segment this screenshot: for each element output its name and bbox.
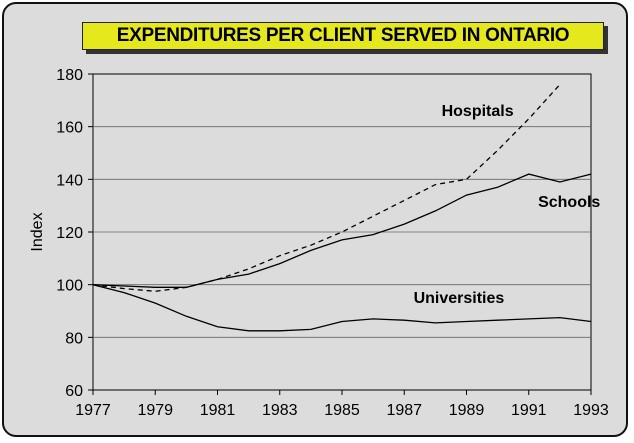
x-tick-label: 1993 (573, 402, 609, 419)
y-tick-label: 140 (56, 172, 83, 189)
series-line-universities (92, 284, 592, 332)
x-tick-label: 1987 (386, 402, 422, 419)
y-tick-label: 160 (56, 120, 83, 137)
series-label-schools: Schools (538, 194, 600, 211)
x-tick-label: 1985 (324, 402, 360, 419)
y-tick-labels: 60 80 100 120 140 160 180 (56, 67, 93, 400)
series-label-hospitals: Hospitals (442, 103, 514, 120)
x-tick-label: 1983 (262, 402, 298, 419)
y-tick-label: 180 (56, 67, 83, 84)
x-tick-label: 1981 (200, 402, 236, 419)
y-axis-label: Index (29, 212, 46, 251)
x-tick-label: 1991 (511, 402, 547, 419)
y-tick-label: 60 (65, 383, 83, 400)
chart-title: EXPENDITURES PER CLIENT SERVED IN ONTARI… (82, 22, 604, 50)
series-labels: Hospitals Schools Universities (414, 103, 601, 307)
x-tick-labels: 1977 1979 1981 1983 1985 1987 1989 1991 1993 (75, 390, 609, 419)
x-tick-label: 1977 (75, 402, 111, 419)
grid-lines (93, 126, 591, 338)
y-tick-label: 80 (65, 330, 83, 347)
x-tick-label: 1979 (137, 402, 173, 419)
y-tick-label: 100 (56, 278, 83, 295)
x-tick-label: 1989 (449, 402, 485, 419)
y-tick-label: 120 (56, 225, 83, 242)
series-line-hospitals (92, 84, 561, 292)
series-group (92, 84, 592, 332)
series-label-universities: Universities (414, 290, 505, 307)
series-line-schools (92, 173, 592, 288)
